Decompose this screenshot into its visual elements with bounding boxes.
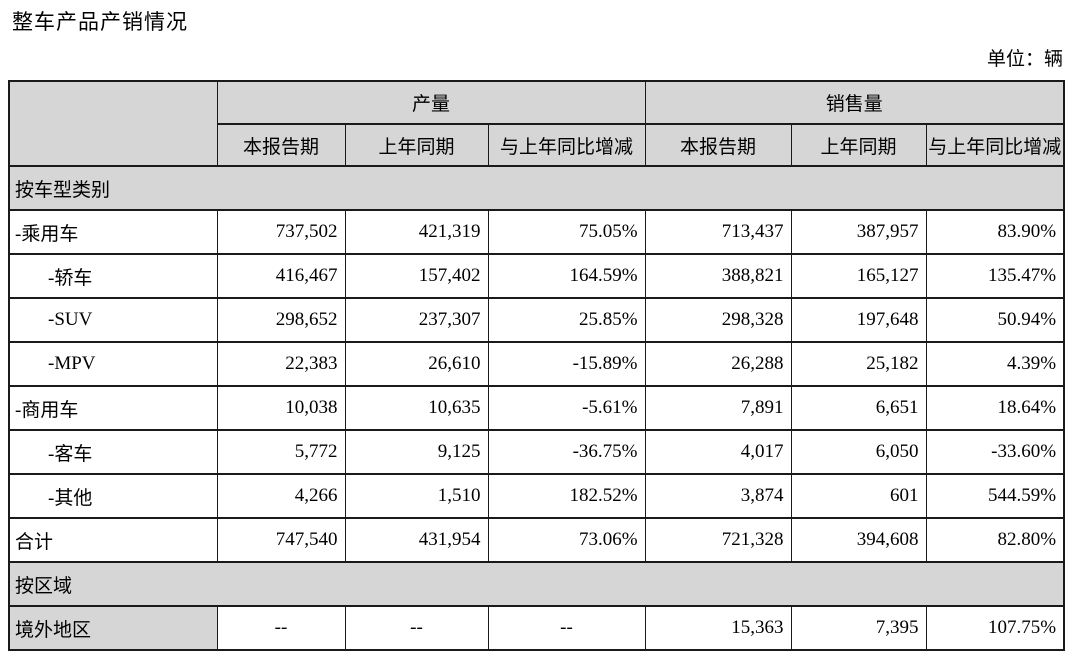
value-cell: 83.90%	[925, 209, 1065, 255]
table-row-total: 合计 747,540 431,954 73.06% 721,328 394,60…	[8, 517, 1065, 563]
column-header: 上年同期	[344, 123, 489, 167]
row-label: 合计	[8, 517, 218, 563]
value-cell: 237,307	[344, 297, 489, 343]
production-sales-table: 产量 销售量 本报告期 上年同期 与上年同比增减 本报告期 上年同期 与上年同比…	[8, 80, 1066, 651]
value-cell: 25,182	[790, 341, 927, 387]
value-cell: 50.94%	[925, 297, 1065, 343]
value-cell: 10,038	[216, 385, 346, 431]
value-cell: 5,772	[216, 429, 346, 475]
value-cell: 182.52%	[487, 473, 646, 519]
table-row: -MPV 22,383 26,610 -15.89% 26,288 25,182…	[8, 341, 1065, 387]
value-cell: 18.64%	[925, 385, 1065, 431]
section-label: 按区域	[8, 561, 1065, 607]
table-header-columns: 本报告期 上年同期 与上年同比增减 本报告期 上年同期 与上年同比增减	[9, 123, 1065, 167]
section-label: 按车型类别	[8, 165, 1065, 211]
value-cell: 747,540	[216, 517, 346, 563]
value-cell: 25.85%	[487, 297, 646, 343]
row-label: -MPV	[8, 341, 218, 387]
value-cell: 6,050	[790, 429, 927, 475]
row-label: -其他	[8, 473, 218, 519]
column-header: 本报告期	[216, 123, 346, 167]
row-label: -客车	[8, 429, 218, 475]
value-cell: 22,383	[216, 341, 346, 387]
table-row: -轿车 416,467 157,402 164.59% 388,821 165,…	[8, 253, 1065, 299]
table-row: -商用车 10,038 10,635 -5.61% 7,891 6,651 18…	[8, 385, 1065, 431]
corner-cell	[8, 80, 218, 167]
table-row: -客车 5,772 9,125 -36.75% 4,017 6,050 -33.…	[8, 429, 1065, 475]
value-cell: 7,891	[644, 385, 792, 431]
row-label: -乘用车	[8, 209, 218, 255]
group-header-sales: 销售量	[644, 80, 1065, 125]
value-cell: --	[487, 605, 646, 651]
row-label: -SUV	[8, 297, 218, 343]
value-cell: 544.59%	[925, 473, 1065, 519]
table-header-groups: 产量 销售量	[8, 80, 1065, 167]
value-cell: 1,510	[344, 473, 489, 519]
value-cell: 4.39%	[925, 341, 1065, 387]
value-cell: 394,608	[790, 517, 927, 563]
row-label: -商用车	[8, 385, 218, 431]
value-cell: 298,652	[216, 297, 346, 343]
section-row-region: 按区域	[8, 561, 1065, 607]
value-cell: 4,266	[216, 473, 346, 519]
row-label: -轿车	[8, 253, 218, 299]
value-cell: 164.59%	[487, 253, 646, 299]
column-header: 与上年同比增减	[925, 123, 1065, 167]
column-header: 与上年同比增减	[487, 123, 646, 167]
value-cell: 431,954	[344, 517, 489, 563]
value-cell: 82.80%	[925, 517, 1065, 563]
value-cell: 165,127	[790, 253, 927, 299]
value-cell: 75.05%	[487, 209, 646, 255]
value-cell: 107.75%	[925, 605, 1065, 651]
value-cell: -36.75%	[487, 429, 646, 475]
value-cell: 26,610	[344, 341, 489, 387]
value-cell: 713,437	[644, 209, 792, 255]
value-cell: -33.60%	[925, 429, 1065, 475]
value-cell: 387,957	[790, 209, 927, 255]
value-cell: 721,328	[644, 517, 792, 563]
value-cell: 601	[790, 473, 927, 519]
value-cell: 4,017	[644, 429, 792, 475]
value-cell: --	[344, 605, 489, 651]
value-cell: 6,651	[790, 385, 927, 431]
value-cell: -15.89%	[487, 341, 646, 387]
value-cell: --	[216, 605, 346, 651]
value-cell: 15,363	[644, 605, 792, 651]
group-header-production: 产量	[216, 80, 646, 125]
table-row: -其他 4,266 1,510 182.52% 3,874 601 544.59…	[8, 473, 1065, 519]
row-label: 境外地区	[8, 605, 218, 651]
table-row-overseas: 境外地区 -- -- -- 15,363 7,395 107.75%	[8, 605, 1065, 651]
section-row-vehicle-type: 按车型类别	[8, 165, 1065, 211]
value-cell: 298,328	[644, 297, 792, 343]
value-cell: 10,635	[344, 385, 489, 431]
value-cell: 26,288	[644, 341, 792, 387]
column-header: 本报告期	[644, 123, 792, 167]
value-cell: 737,502	[216, 209, 346, 255]
value-cell: 416,467	[216, 253, 346, 299]
value-cell: 388,821	[644, 253, 792, 299]
table-row: -SUV 298,652 237,307 25.85% 298,328 197,…	[8, 297, 1065, 343]
value-cell: 197,648	[790, 297, 927, 343]
value-cell: 135.47%	[925, 253, 1065, 299]
value-cell: 157,402	[344, 253, 489, 299]
table-row: -乘用车 737,502 421,319 75.05% 713,437 387,…	[8, 209, 1065, 255]
value-cell: 9,125	[344, 429, 489, 475]
value-cell: 3,874	[644, 473, 792, 519]
value-cell: 73.06%	[487, 517, 646, 563]
unit-note: 单位：辆	[986, 49, 1063, 70]
value-cell: -5.61%	[487, 385, 646, 431]
value-cell: 7,395	[790, 605, 927, 651]
page-title: 整车产品产销情况	[12, 10, 188, 34]
value-cell: 421,319	[344, 209, 489, 255]
column-header: 上年同期	[790, 123, 927, 167]
